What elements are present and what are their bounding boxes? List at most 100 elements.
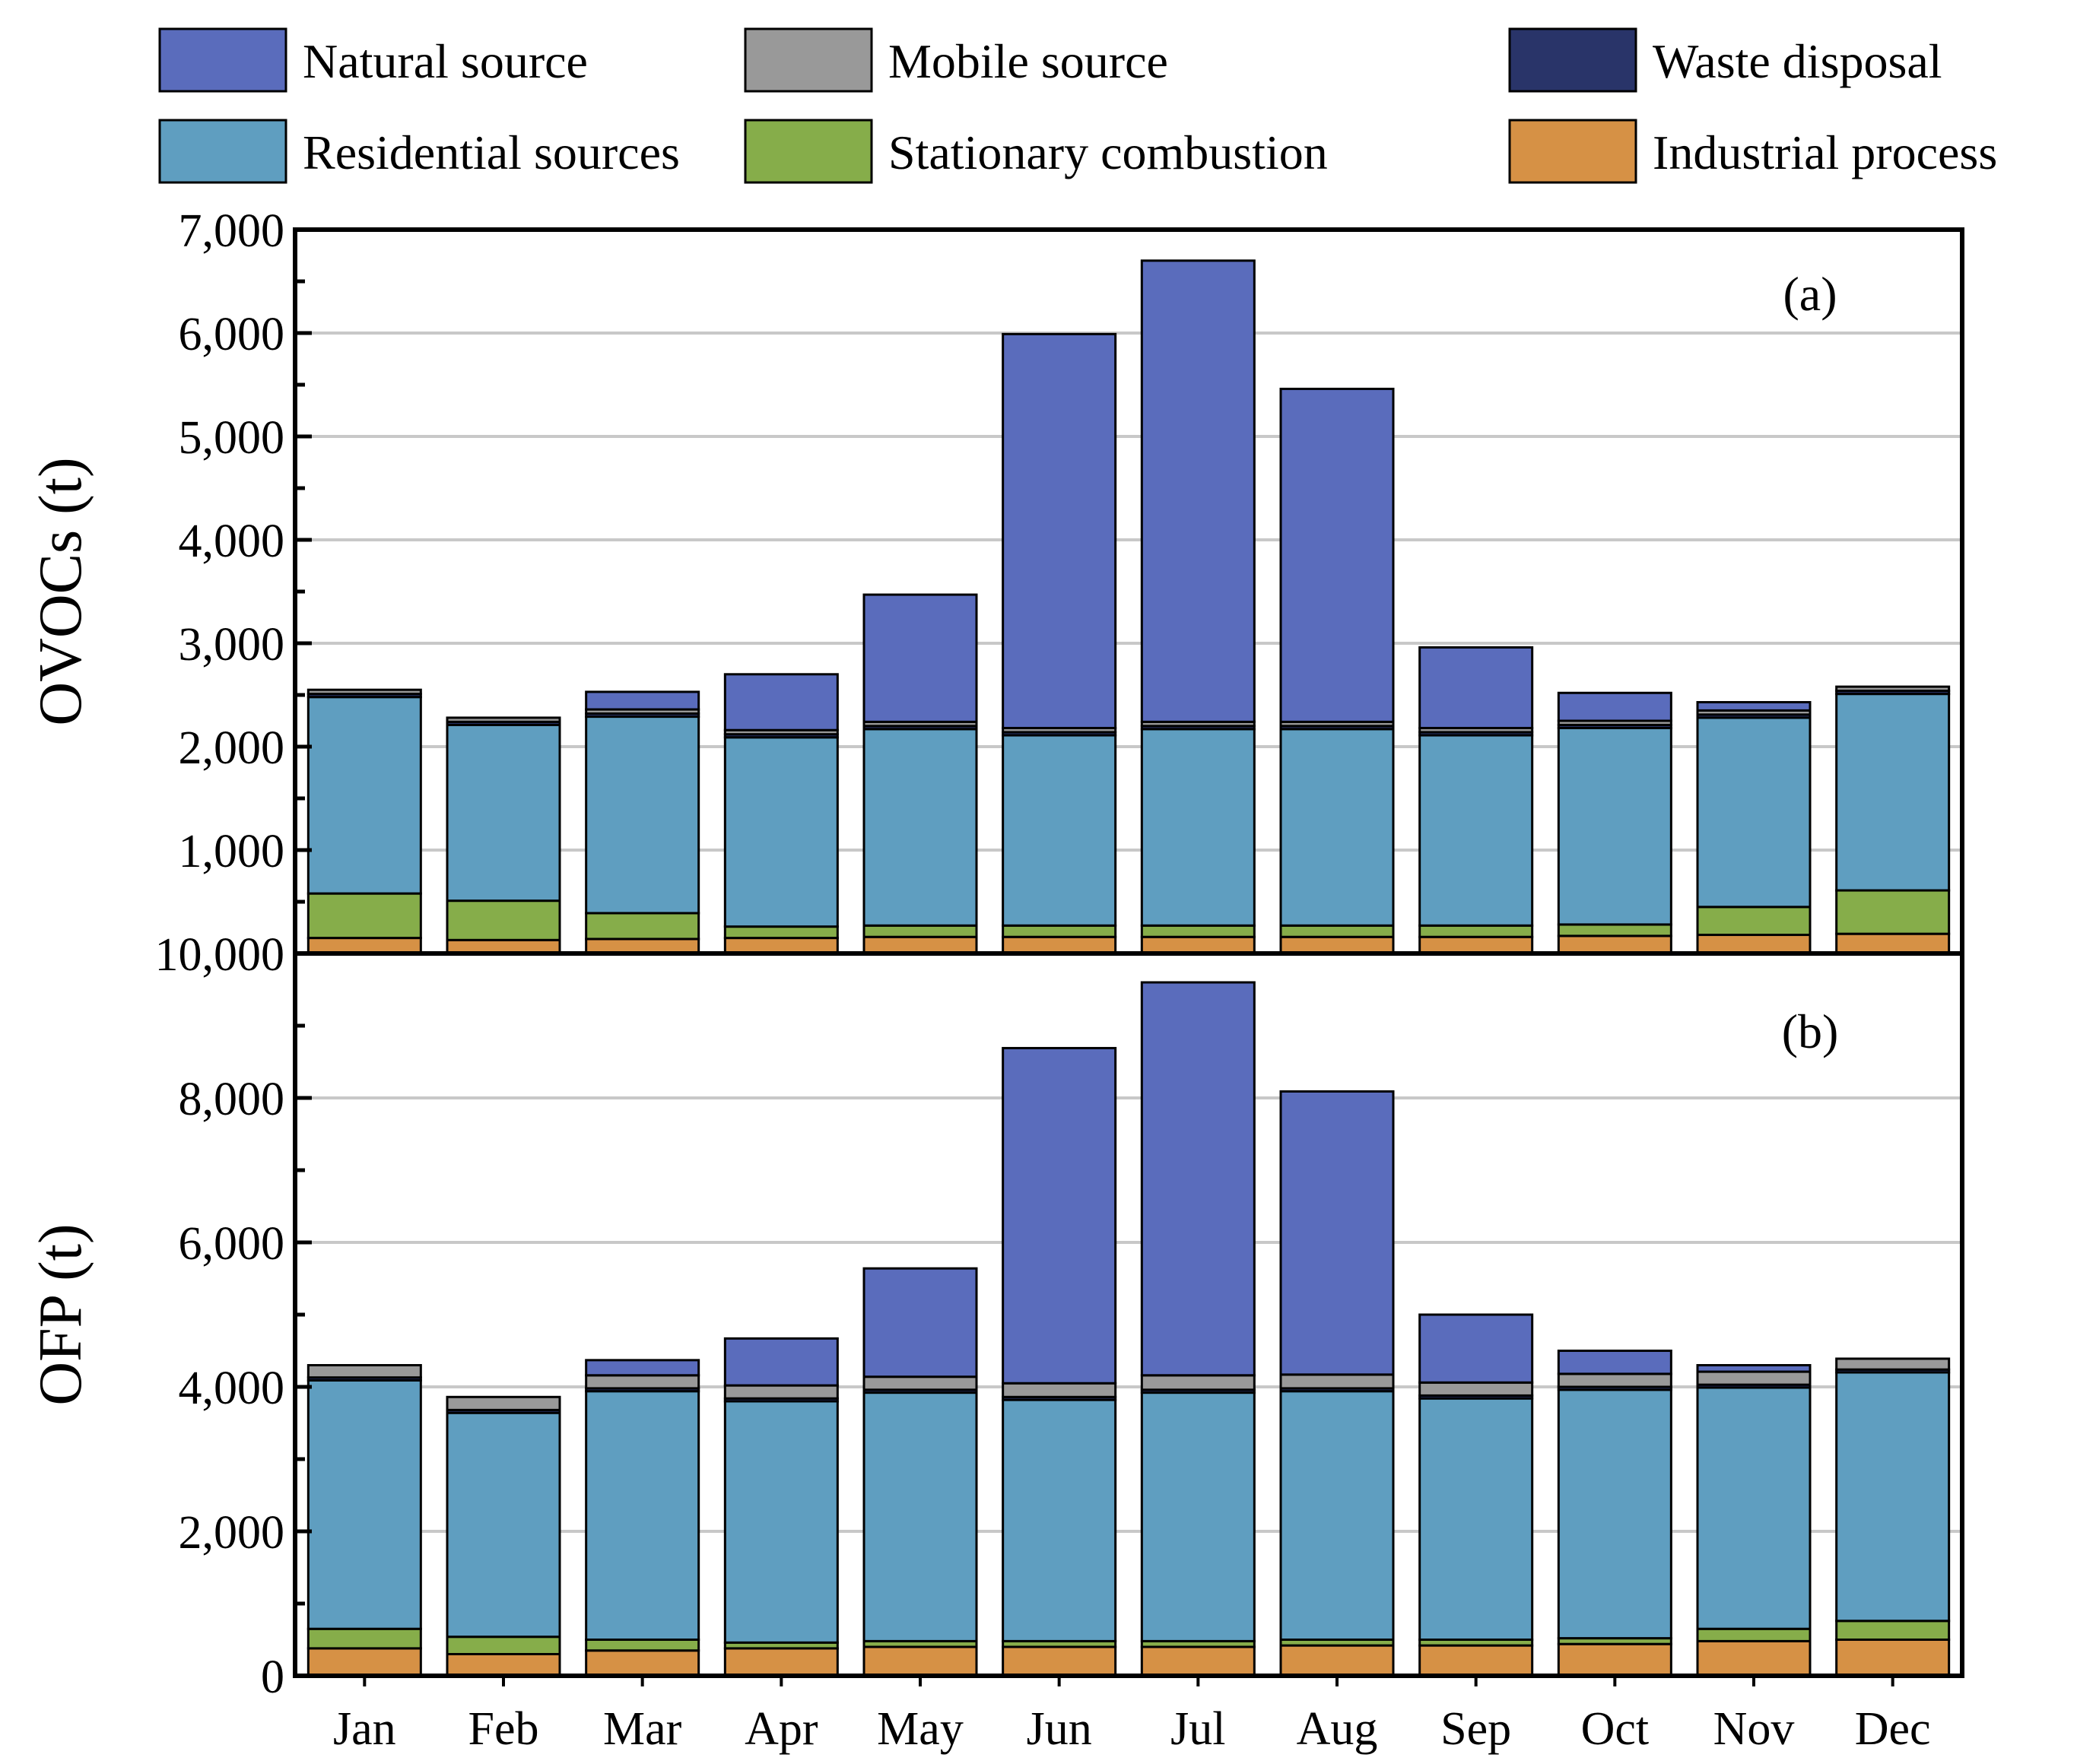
legend-swatch-residential-sources	[158, 119, 287, 184]
bar-a-feb-stationary-combustion	[446, 899, 561, 941]
bar-a-jul-natural-source	[1140, 259, 1256, 723]
bar-b-feb-industrial-process	[446, 1653, 561, 1677]
bar-b-jan-mobile-source	[306, 1364, 422, 1379]
bar-b-mar-mobile-source	[585, 1374, 700, 1390]
bar-b-oct-industrial-process	[1557, 1642, 1672, 1677]
bar-b-mar-stationary-combustion	[585, 1639, 700, 1652]
bar-b-oct-natural-source	[1557, 1350, 1672, 1375]
bar-b-jun-industrial-process	[1002, 1645, 1117, 1677]
bar-a-oct-natural-source	[1557, 691, 1672, 722]
bar-b-nov-residential-sources	[1696, 1386, 1812, 1630]
legend-swatch-mobile-source	[744, 27, 873, 93]
legend-swatch-industrial-process	[1508, 119, 1637, 184]
bar-b-sep-natural-source	[1418, 1313, 1534, 1384]
bar-b-jun-mobile-source	[1002, 1382, 1117, 1398]
x-tick-label-jul: Jul	[1170, 1703, 1225, 1755]
y-tick-label-b: 2,000	[179, 1507, 285, 1559]
bar-b-apr-mobile-source	[723, 1384, 839, 1400]
bar-b-jul-residential-sources	[1140, 1391, 1256, 1642]
bar-b-dec-industrial-process	[1835, 1639, 1951, 1677]
x-tick-label-sep: Sep	[1440, 1703, 1511, 1755]
bar-a-jun-natural-source	[1002, 332, 1117, 730]
bar-a-feb-mobile-source	[446, 716, 561, 723]
bar-a-apr-residential-sources	[723, 736, 839, 928]
bar-a-apr-stationary-combustion	[723, 925, 839, 940]
y-tick-label-a: 2,000	[179, 722, 285, 774]
legend-label-waste-disposal: Waste disposal	[1653, 34, 1942, 88]
legend-label-residential-sources: Residential sources	[303, 125, 680, 179]
bar-b-jul-natural-source	[1140, 981, 1256, 1377]
bar-a-jul-residential-sources	[1140, 728, 1256, 927]
y-axis-title-a: OVOCs (t)	[27, 457, 94, 725]
bar-a-jul-stationary-combustion	[1140, 924, 1256, 938]
bar-b-may-natural-source	[862, 1267, 978, 1379]
bar-a-nov-natural-source	[1696, 701, 1812, 712]
bar-a-may-natural-source	[862, 593, 978, 723]
y-tick-label-a: 6,000	[179, 309, 285, 360]
bar-a-dec-residential-sources	[1835, 693, 1951, 892]
bar-b-apr-industrial-process	[723, 1647, 839, 1677]
bar-b-sep-industrial-process	[1418, 1644, 1534, 1677]
bar-a-dec-mobile-source	[1835, 685, 1951, 693]
bar-a-oct-residential-sources	[1557, 727, 1672, 926]
y-tick-label-b: 10,000	[155, 929, 285, 981]
panel-label-b: (b)	[1782, 1004, 1839, 1058]
panel-b-ofp: 0 2,000 4,000 6,000 8,000 10,000 OFP (t) (b)	[27, 929, 1964, 1703]
legend: Natural source Mobile source Waste disposa…	[158, 27, 1997, 184]
y-tick-label-b: 4,000	[179, 1363, 285, 1414]
bar-a-mar-residential-sources	[585, 715, 700, 915]
bar-a-sep-industrial-process	[1418, 935, 1534, 955]
bar-b-aug-industrial-process	[1279, 1644, 1395, 1677]
y-tick-label-b: 6,000	[179, 1218, 285, 1270]
bar-b-aug-natural-source	[1279, 1090, 1395, 1376]
bar-a-nov-stationary-combustion	[1696, 906, 1812, 937]
x-tick-label-oct: Oct	[1581, 1703, 1650, 1755]
bar-a-jan-mobile-source	[306, 688, 422, 696]
x-axis: Jan Feb Mar Apr May Jun Jul Aug Sep Oct Nov Dec	[333, 1676, 1931, 1755]
bar-b-apr-natural-source	[723, 1337, 839, 1387]
bar-a-aug-residential-sources	[1279, 728, 1395, 927]
bar-b-dec-mobile-source	[1835, 1357, 1951, 1371]
bar-a-nov-residential-sources	[1696, 716, 1812, 909]
y-tick-label-b: 8,000	[179, 1074, 285, 1125]
bar-b-feb-mobile-source	[446, 1395, 561, 1411]
x-tick-label-may: May	[877, 1703, 964, 1755]
bar-b-feb-residential-sources	[446, 1411, 561, 1639]
bar-a-oct-industrial-process	[1557, 934, 1672, 955]
x-tick-label-nov: Nov	[1713, 1703, 1795, 1755]
y-tick-label-a: 7,000	[179, 205, 285, 257]
x-tick-label-aug: Aug	[1297, 1703, 1378, 1755]
legend-label-mobile-source: Mobile source	[888, 34, 1168, 88]
y-tick-label-a: 4,000	[179, 516, 285, 567]
y-tick-label-a: 5,000	[179, 412, 285, 464]
bar-b-apr-residential-sources	[723, 1400, 839, 1644]
legend-label-natural-source: Natural source	[303, 34, 588, 88]
bar-a-mar-natural-source	[585, 690, 700, 711]
bar-b-jan-stationary-combustion	[306, 1627, 422, 1650]
bar-b-nov-natural-source	[1696, 1364, 1812, 1373]
y-tick-label-a: 3,000	[179, 619, 285, 671]
bar-a-jan-industrial-process	[306, 937, 422, 955]
x-tick-label-feb: Feb	[468, 1703, 539, 1755]
bar-a-jan-stationary-combustion	[306, 892, 422, 940]
legend-swatch-natural-source	[158, 27, 287, 93]
bar-b-jul-industrial-process	[1140, 1645, 1256, 1677]
x-tick-label-apr: Apr	[745, 1703, 818, 1755]
bar-a-aug-natural-source	[1279, 387, 1395, 723]
bar-b-nov-industrial-process	[1696, 1639, 1812, 1677]
legend-label-industrial-process: Industrial process	[1653, 125, 1997, 179]
bar-a-jan-residential-sources	[306, 696, 422, 895]
panel-a-ovocs: 1,000 2,000 3,000 4,000 5,000 6,000 7,000 OVOCs…	[27, 205, 1964, 956]
bar-a-aug-stationary-combustion	[1279, 924, 1395, 938]
y-tick-label-a: 1,000	[179, 826, 285, 877]
bar-a-may-stationary-combustion	[862, 924, 978, 938]
bar-b-jun-residential-sources	[1002, 1398, 1117, 1642]
bar-b-oct-residential-sources	[1557, 1388, 1672, 1640]
bar-a-jun-industrial-process	[1002, 935, 1117, 955]
bar-a-apr-natural-source	[723, 673, 839, 731]
bar-a-sep-natural-source	[1418, 646, 1534, 730]
bar-b-sep-residential-sources	[1418, 1397, 1534, 1641]
bar-a-jul-industrial-process	[1140, 935, 1256, 955]
bar-b-may-industrial-process	[862, 1645, 978, 1677]
bar-b-aug-residential-sources	[1279, 1390, 1395, 1641]
